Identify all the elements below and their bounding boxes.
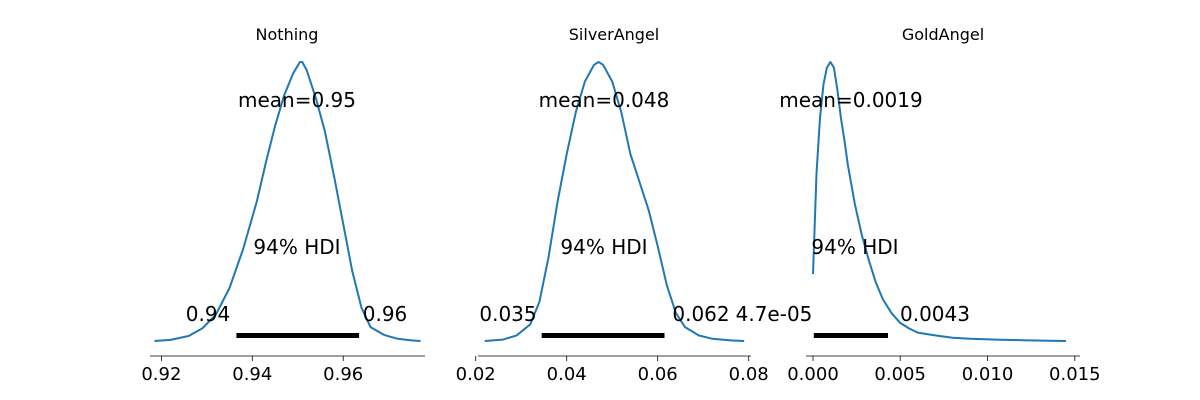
x-tick-label: 0.04 (547, 364, 587, 385)
panel-title: GoldAngel (902, 25, 984, 44)
x-tick-label: 0.02 (456, 364, 496, 385)
density-curve (154, 61, 421, 342)
hdi-bar (541, 333, 665, 338)
density-curve (812, 61, 1067, 342)
x-axis-ticks: 0.92 0.94 0.96 (141, 356, 363, 385)
x-tick-label: 0.000 (787, 364, 839, 385)
x-tick-label: 0.94 (232, 364, 272, 385)
panel-title: SilverAngel (569, 25, 659, 44)
x-tick-label: 0.015 (1049, 364, 1101, 385)
x-tick-label: 0.005 (874, 364, 926, 385)
x-axis-ticks: 0.02 0.04 0.06 0.08 (456, 356, 769, 385)
panel-nothing: Nothing mean=0.95 94% HDI 0.94 0.96 0.92… (141, 25, 425, 385)
panel-title: Nothing (256, 25, 319, 44)
density-curve (484, 61, 745, 342)
hdi-high-label: 0.0043 (900, 302, 970, 326)
x-tick-label: 0.92 (141, 364, 181, 385)
hdi-label: 94% HDI (560, 235, 647, 259)
hdi-low-label: 0.035 (479, 302, 536, 326)
panel-goldangel: GoldAngel mean=0.0019 94% HDI 4.7e-05 0.… (736, 25, 1101, 385)
mean-label: mean=0.048 (539, 88, 670, 112)
mean-label: mean=0.0019 (779, 88, 922, 112)
hdi-low-label: 0.94 (186, 302, 231, 326)
x-axis-ticks: 0.000 0.005 0.010 0.015 (787, 356, 1101, 385)
mean-label: mean=0.95 (238, 88, 356, 112)
hdi-high-label: 0.96 (363, 302, 408, 326)
x-tick-label: 0.96 (323, 364, 363, 385)
hdi-label: 94% HDI (253, 235, 340, 259)
x-tick-label: 0.010 (962, 364, 1014, 385)
x-tick-label: 0.08 (729, 364, 769, 385)
hdi-label: 94% HDI (811, 235, 898, 259)
x-tick-label: 0.06 (638, 364, 678, 385)
hdi-bar (813, 333, 888, 338)
hdi-high-label: 0.062 (672, 302, 729, 326)
panel-silverangel: SilverAngel mean=0.048 94% HDI 0.035 0.0… (456, 25, 769, 385)
hdi-low-label: 4.7e-05 (736, 302, 813, 326)
hdi-bar (236, 333, 360, 338)
